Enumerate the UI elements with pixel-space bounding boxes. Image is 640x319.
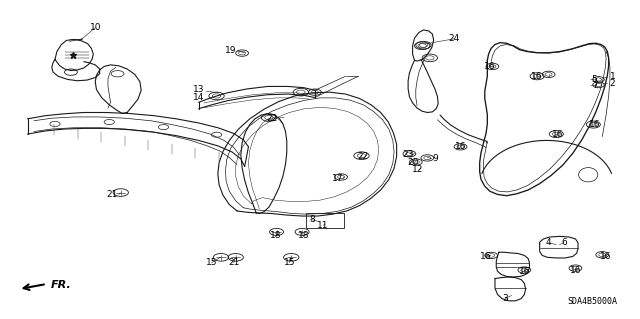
Text: 16: 16 bbox=[531, 72, 543, 81]
Text: FR.: FR. bbox=[51, 280, 71, 290]
Text: 16: 16 bbox=[600, 252, 612, 261]
Text: 16: 16 bbox=[518, 267, 530, 276]
Text: 15: 15 bbox=[284, 258, 295, 267]
Text: 16: 16 bbox=[589, 120, 600, 129]
Text: SDA4B5000A: SDA4B5000A bbox=[567, 297, 617, 306]
Text: 10: 10 bbox=[90, 23, 101, 32]
Text: 9: 9 bbox=[432, 154, 438, 163]
Text: 19: 19 bbox=[225, 46, 236, 56]
Text: 21: 21 bbox=[107, 190, 118, 199]
Text: 15: 15 bbox=[205, 258, 217, 267]
Text: 16: 16 bbox=[570, 265, 581, 275]
Text: 22: 22 bbox=[266, 114, 278, 123]
Text: 18: 18 bbox=[269, 231, 281, 240]
Text: 22: 22 bbox=[357, 152, 369, 161]
Text: 14: 14 bbox=[193, 93, 204, 102]
Text: 5: 5 bbox=[592, 75, 598, 84]
Text: 24: 24 bbox=[449, 34, 460, 43]
Text: 21: 21 bbox=[228, 258, 239, 267]
Text: 4: 4 bbox=[546, 238, 552, 247]
Text: 6: 6 bbox=[561, 238, 567, 247]
Text: 18: 18 bbox=[298, 231, 310, 240]
Text: 3: 3 bbox=[502, 294, 508, 303]
Text: 17: 17 bbox=[332, 174, 344, 183]
Text: 8: 8 bbox=[310, 215, 316, 224]
Text: 12: 12 bbox=[412, 165, 424, 174]
Text: 20: 20 bbox=[407, 158, 419, 167]
Text: 1: 1 bbox=[610, 72, 615, 81]
Text: 16: 16 bbox=[483, 62, 495, 71]
Text: 13: 13 bbox=[193, 85, 204, 94]
Text: 16: 16 bbox=[552, 130, 563, 138]
Text: 16: 16 bbox=[455, 142, 467, 151]
Text: 16: 16 bbox=[480, 252, 492, 261]
Text: 23: 23 bbox=[403, 150, 414, 159]
Text: 2: 2 bbox=[610, 79, 615, 88]
Text: 11: 11 bbox=[317, 221, 329, 230]
Text: 7: 7 bbox=[592, 81, 598, 90]
